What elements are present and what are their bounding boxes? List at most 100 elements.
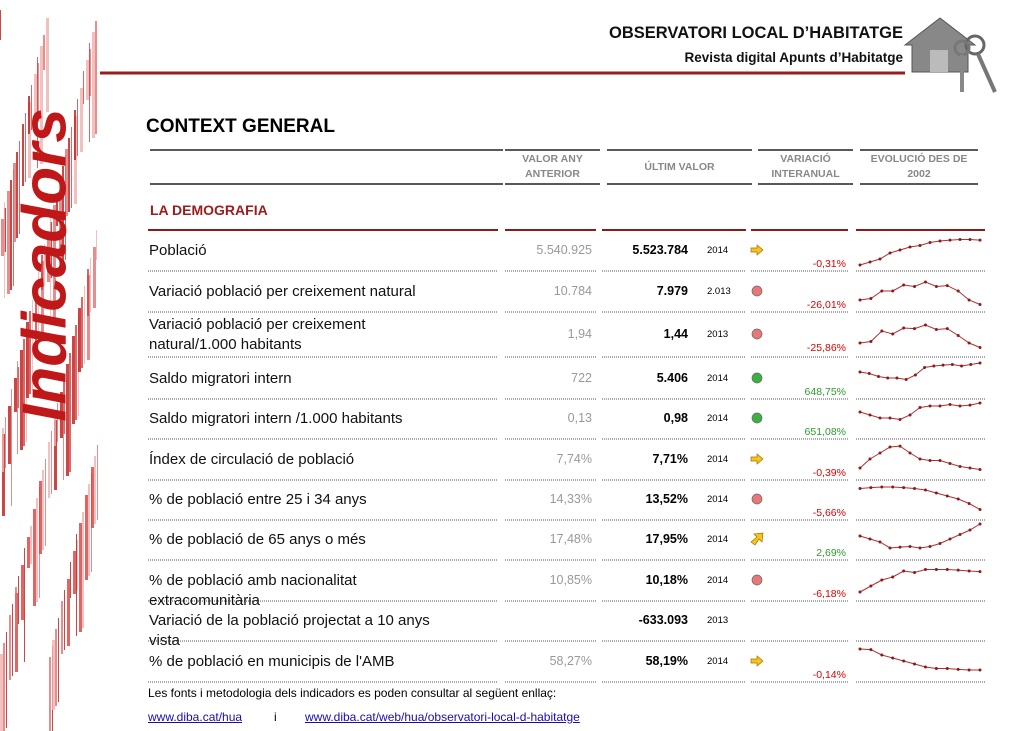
sparkline xyxy=(859,569,981,593)
stripe xyxy=(14,378,17,412)
spark-point xyxy=(858,590,862,594)
sparkline xyxy=(859,523,981,549)
stripe xyxy=(75,325,77,420)
spark-point xyxy=(956,289,960,293)
stripe xyxy=(11,389,12,506)
spark-point xyxy=(895,376,899,380)
stripe xyxy=(20,350,23,450)
stripe xyxy=(32,300,33,390)
section-title: CONTEXT GENERAL xyxy=(146,116,335,137)
status-dot xyxy=(751,372,763,384)
spark-point xyxy=(938,404,942,408)
side-label: Indicadors xyxy=(10,108,80,422)
status-dot xyxy=(751,285,763,297)
spark-point xyxy=(941,363,945,367)
stripe xyxy=(21,565,24,620)
stripe xyxy=(88,484,90,576)
spark-point xyxy=(878,416,882,420)
stripe xyxy=(78,308,81,372)
spark-point xyxy=(978,401,982,405)
stripe xyxy=(87,269,89,316)
link[interactable]: www.diba.cat/web/hua/observatori-local-d… xyxy=(305,710,580,724)
spark-point xyxy=(888,546,892,550)
variation: -6,18% xyxy=(812,588,846,600)
spark-point xyxy=(967,298,971,302)
row-label: % de població de 65 anys o més xyxy=(149,531,366,548)
year: 2014 xyxy=(707,575,729,586)
column-header: ÚLTIM VALOR xyxy=(644,160,715,173)
spark-point xyxy=(913,662,917,666)
spark-point xyxy=(878,257,882,261)
stripe xyxy=(44,244,45,286)
spark-point xyxy=(938,459,942,462)
row-label: Saldo migratori intern xyxy=(149,370,292,387)
stripe xyxy=(60,392,63,438)
spark-point xyxy=(891,656,895,660)
variation: -26,01% xyxy=(806,299,846,311)
stripe xyxy=(17,361,18,454)
status-arrow xyxy=(750,453,764,465)
status-dot xyxy=(751,412,763,424)
stripe xyxy=(54,420,57,490)
last-value: 7,71% xyxy=(652,452,688,466)
stripe xyxy=(72,336,75,424)
spark-point xyxy=(968,403,972,407)
spark-point xyxy=(888,251,892,255)
stripe xyxy=(93,247,96,308)
status-arrow xyxy=(750,655,764,667)
stripe xyxy=(13,163,16,242)
last-value: 13,52% xyxy=(645,492,688,506)
header-title: OBSERVATORI LOCAL D’HABITATGE xyxy=(609,24,903,42)
spark-point xyxy=(978,361,982,365)
spark-point xyxy=(978,468,982,471)
spark-point xyxy=(908,545,912,548)
spark-point xyxy=(913,327,917,331)
stripe xyxy=(50,216,51,324)
sparkline xyxy=(859,239,981,266)
spark-point xyxy=(891,485,895,489)
spark-point xyxy=(869,486,873,490)
year: 2013 xyxy=(707,615,729,626)
stripe xyxy=(58,618,59,702)
spark-point xyxy=(891,289,895,293)
spark-point xyxy=(923,568,927,571)
spark-point xyxy=(913,571,917,574)
link[interactable]: www.diba.cat/hua xyxy=(148,710,243,724)
stripe xyxy=(16,152,18,238)
spark-point xyxy=(858,341,862,345)
variation: -0,14% xyxy=(812,669,846,681)
stripe xyxy=(84,286,85,364)
spark-point xyxy=(928,241,932,244)
status-arrow xyxy=(750,244,764,256)
spark-point xyxy=(968,238,972,241)
spark-point xyxy=(880,653,884,657)
stripe xyxy=(83,71,84,104)
stripe xyxy=(0,10,1,40)
stripe xyxy=(97,445,98,520)
spark-point xyxy=(978,346,982,349)
stripe xyxy=(26,322,29,398)
spark-point xyxy=(967,502,971,505)
stripe xyxy=(30,526,32,564)
sparkline xyxy=(859,362,981,381)
stripe xyxy=(51,431,52,494)
stripe xyxy=(80,88,83,152)
joiner: i xyxy=(274,710,277,724)
spark-point xyxy=(886,376,890,380)
sparkline xyxy=(859,402,981,421)
spark-point xyxy=(868,537,872,541)
spark-point xyxy=(978,303,982,306)
spark-point xyxy=(945,327,949,331)
spark-point xyxy=(958,238,962,241)
variation: 648,75% xyxy=(804,386,846,398)
spark-point xyxy=(938,239,942,243)
spark-point xyxy=(960,364,964,368)
stripe xyxy=(65,149,68,216)
stripe xyxy=(66,364,69,476)
spark-point xyxy=(923,488,927,492)
spark-point xyxy=(902,326,906,330)
stripe xyxy=(89,43,90,142)
spark-point xyxy=(923,366,927,369)
year: 2014 xyxy=(707,245,729,256)
spark-point xyxy=(898,418,902,421)
